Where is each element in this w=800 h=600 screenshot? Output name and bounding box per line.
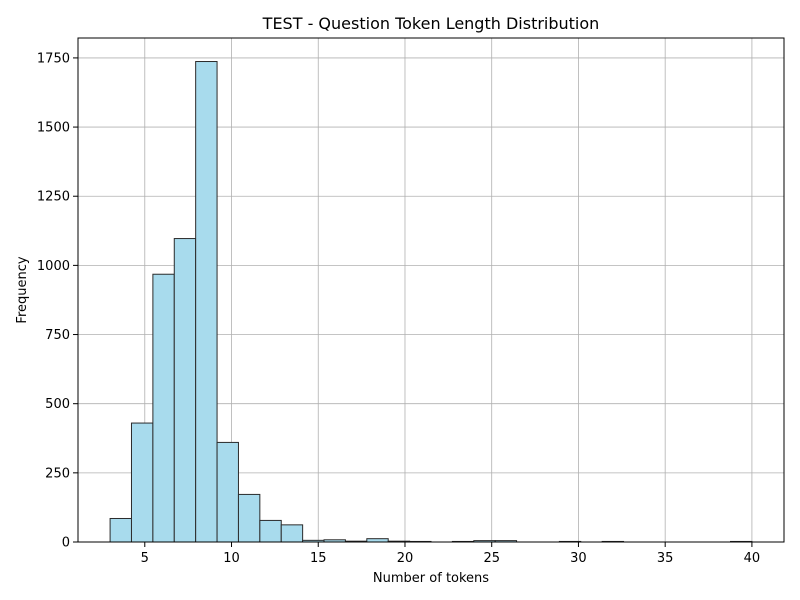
plot-frame [77, 37, 785, 543]
histogram-bar [173, 238, 197, 543]
x-tick-label: 20 [397, 551, 414, 566]
histogram-bar [109, 517, 132, 543]
y-tick-label: 1750 [37, 51, 70, 66]
histogram-bar [152, 273, 175, 543]
x-tick-label: 25 [483, 551, 500, 566]
histogram-bar [216, 441, 239, 543]
x-tick-label: 10 [223, 551, 240, 566]
y-tick-label: 1000 [37, 259, 70, 274]
histogram-bar [280, 524, 304, 543]
x-tick-label: 15 [310, 551, 327, 566]
y-axis-ticks: 0 250 500 750 1000 1250 1500 1750 [37, 51, 78, 551]
x-axis-label: Number of tokens [373, 571, 489, 586]
x-tick-label: 30 [570, 551, 587, 566]
y-tick-label: 1500 [37, 121, 70, 136]
histogram-bar [259, 519, 282, 543]
histogram-bars [109, 61, 753, 543]
histogram-bar [195, 61, 218, 543]
histogram-bar [130, 422, 154, 543]
chart-title: TEST - Question Token Length Distributio… [262, 14, 600, 33]
x-tick-label: 35 [657, 551, 674, 566]
y-axis-label: Frequency [15, 256, 30, 323]
x-tick-label: 40 [744, 551, 761, 566]
y-tick-label: 0 [62, 536, 70, 551]
x-axis-ticks: 5 10 15 20 25 30 35 40 [141, 542, 761, 566]
y-tick-label: 250 [45, 466, 70, 481]
histogram-bar [237, 493, 261, 543]
y-tick-label: 500 [45, 397, 70, 412]
x-tick-label: 5 [141, 551, 149, 566]
y-tick-label: 750 [45, 328, 70, 343]
y-tick-label: 1250 [37, 190, 70, 205]
